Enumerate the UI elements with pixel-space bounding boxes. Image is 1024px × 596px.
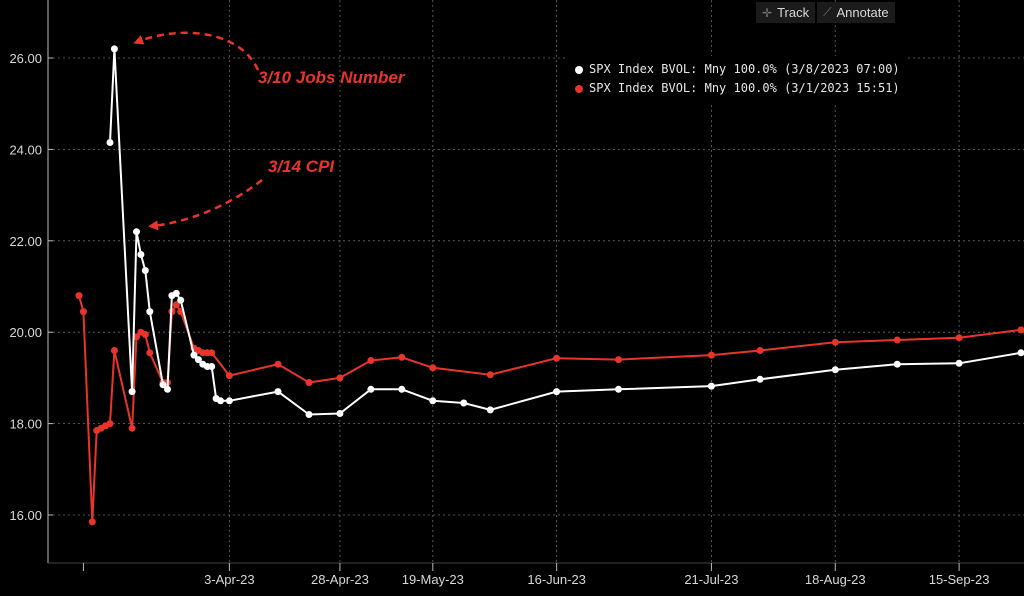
- cpi-annotation: 3/14 CPI: [268, 157, 335, 176]
- data-point: [110, 45, 118, 53]
- data-point: [225, 372, 233, 380]
- legend-item-red-series: SPX Index BVOL: Mny 100.0% (3/1/2023 15:…: [575, 79, 900, 98]
- data-point: [172, 289, 180, 297]
- data-point: [486, 406, 494, 414]
- pencil-icon: ⟋: [823, 5, 832, 19]
- data-point: [146, 349, 154, 357]
- annotate-button[interactable]: ⟋ Annotate: [817, 2, 895, 23]
- data-point: [137, 251, 145, 258]
- crosshair-icon: ✛: [762, 5, 773, 20]
- data-point: [955, 334, 963, 342]
- data-point: [133, 228, 140, 236]
- data-point: [707, 382, 715, 390]
- data-point: [460, 399, 468, 407]
- data-point: [398, 385, 406, 393]
- data-point: [756, 375, 764, 383]
- series-white: [106, 45, 1024, 418]
- x-tick-label: 3-Apr-23: [204, 572, 255, 587]
- series-layer: [75, 45, 1024, 526]
- data-point: [75, 292, 83, 300]
- series-line: [78, 295, 1022, 523]
- data-point: [367, 357, 375, 364]
- legend-label-red: SPX Index BVOL: Mny 100.0% (3/1/2023 15:…: [589, 81, 900, 95]
- data-point: [177, 296, 185, 304]
- data-point: [106, 139, 114, 146]
- data-point: [141, 267, 149, 274]
- x-tick-label: 28-Apr-23: [311, 572, 369, 587]
- data-point: [615, 385, 622, 393]
- data-point: [128, 388, 136, 396]
- y-tick-label: 22.00: [9, 234, 42, 249]
- data-point: [553, 388, 561, 396]
- data-point: [106, 420, 114, 428]
- x-tick-label: 15-Sep-23: [929, 572, 990, 587]
- data-point: [128, 424, 136, 432]
- data-point: [172, 301, 180, 309]
- data-point: [1017, 349, 1024, 357]
- data-point: [955, 359, 963, 367]
- y-tick-label: 16.00: [9, 508, 42, 523]
- jobs-annotation-arrow: [133, 31, 260, 71]
- data-point: [164, 385, 171, 393]
- y-tick-label: 18.00: [9, 417, 42, 432]
- data-point: [79, 308, 87, 316]
- data-point: [831, 366, 839, 374]
- cpi-annotation-arrow: [148, 179, 263, 231]
- data-point: [146, 308, 154, 316]
- series-line: [109, 47, 1022, 416]
- jobs-number-annotation: 3/10 Jobs Number: [258, 68, 405, 87]
- data-point: [225, 397, 233, 405]
- data-point: [274, 360, 282, 368]
- annotation-arrows: [133, 31, 263, 231]
- y-tick-label: 20.00: [9, 325, 42, 340]
- y-tick-label: 24.00: [9, 142, 42, 157]
- data-point: [141, 331, 149, 338]
- data-point: [398, 353, 406, 361]
- data-point: [274, 388, 282, 396]
- data-point: [429, 397, 437, 405]
- series-red: [75, 292, 1024, 526]
- legend-marker-white: [575, 65, 583, 74]
- data-point: [893, 336, 901, 344]
- data-point: [88, 518, 96, 526]
- data-point: [110, 347, 118, 354]
- data-point: [208, 349, 216, 357]
- x-tick-label: 19-May-23: [402, 572, 464, 587]
- track-button[interactable]: ✛ Track: [756, 2, 816, 23]
- data-point: [194, 356, 202, 364]
- legend-label-white: SPX Index BVOL: Mny 100.0% (3/8/2023 07:…: [589, 62, 900, 76]
- data-point: [305, 379, 313, 386]
- data-point: [159, 381, 167, 389]
- data-point: [305, 411, 313, 418]
- data-point: [208, 363, 216, 370]
- y-tick-label: 26.00: [9, 51, 42, 66]
- x-tick-label: 16-Jun-23: [527, 572, 586, 587]
- data-point: [831, 338, 839, 346]
- legend-marker-red: [575, 84, 583, 93]
- data-point: [133, 333, 140, 341]
- legend-item-white-series: SPX Index BVOL: Mny 100.0% (3/8/2023 07:…: [575, 60, 900, 79]
- axes: 16.00 18.00 20.00 22.00 24.00 26.00 3-Apr-23 28…: [9, 0, 1024, 587]
- x-tick-label: 18-Aug-23: [805, 572, 866, 587]
- chart-legend: SPX Index BVOL: Mny 100.0% (3/8/2023 07:…: [567, 56, 908, 102]
- data-point: [217, 397, 224, 405]
- data-point: [429, 364, 437, 372]
- data-point: [367, 385, 375, 393]
- track-label: Track: [777, 5, 810, 20]
- data-point: [707, 351, 715, 359]
- data-point: [190, 351, 198, 359]
- chart-toolbar: ✛ Track ⟋ Annotate: [756, 2, 895, 23]
- grid: [48, 0, 1024, 563]
- annotate-label: Annotate: [836, 5, 889, 20]
- data-point: [336, 410, 344, 417]
- data-point: [553, 354, 561, 362]
- data-point: [336, 374, 344, 382]
- data-point: [486, 371, 494, 379]
- data-point: [756, 347, 764, 354]
- x-tick-label: 21-Jul-23: [684, 572, 738, 587]
- data-point: [1017, 326, 1024, 334]
- data-point: [615, 356, 622, 364]
- data-point: [893, 360, 901, 368]
